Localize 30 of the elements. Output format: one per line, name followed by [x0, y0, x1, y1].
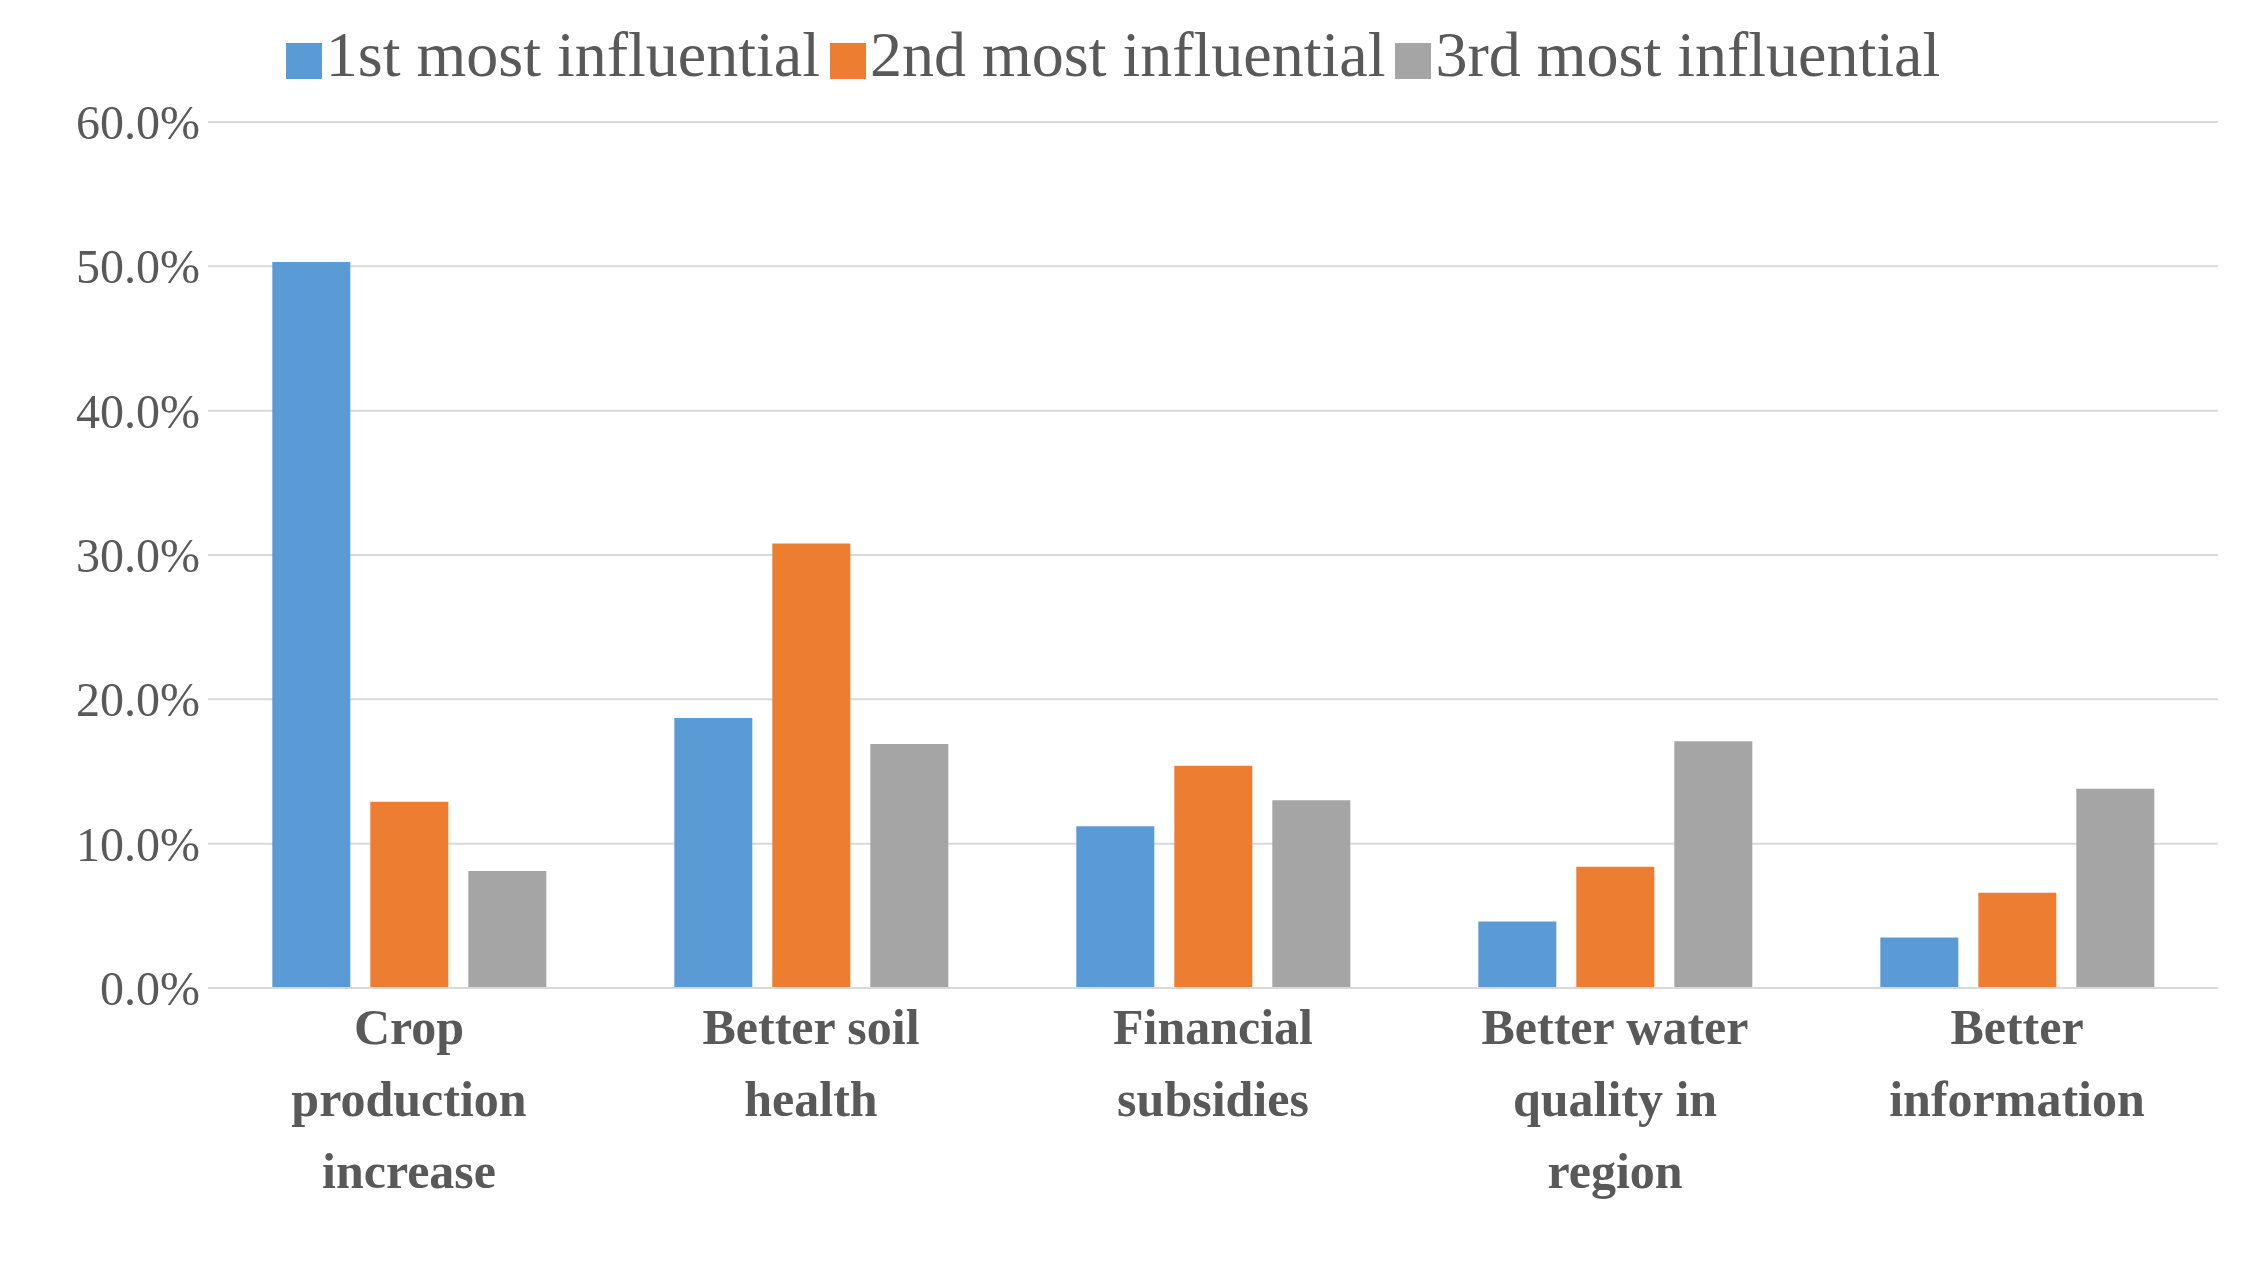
bar [1174, 765, 1253, 988]
x-tick-label: Financial subsidies [1112, 999, 1314, 1127]
bar [370, 801, 449, 988]
legend-label: 2nd most influential [869, 19, 1386, 90]
y-tick-label: 30.0% [76, 529, 200, 583]
bar [1880, 937, 1959, 988]
x-tick-label: Better soil health [702, 999, 920, 1127]
bar [1978, 892, 2057, 988]
x-tick-label: Better water quality in region [1481, 999, 1749, 1199]
y-tick-label: 0.0% [100, 962, 200, 1016]
bar [272, 262, 351, 988]
x-tick-label: Better information [1889, 999, 2145, 1127]
x-tick-label: Crop production increase [291, 999, 527, 1199]
y-tick-label: 10.0% [76, 817, 200, 871]
bar [674, 718, 753, 988]
legend-label: 3rd most influential [1435, 19, 1941, 90]
bar [1272, 800, 1351, 988]
bar [772, 543, 851, 988]
bar [1576, 866, 1655, 988]
y-tick-label: 60.0% [76, 96, 200, 150]
bar [1076, 826, 1155, 988]
bar [870, 744, 949, 988]
y-tick-label: 50.0% [76, 240, 200, 294]
bar [468, 871, 547, 988]
y-tick-label: 20.0% [76, 673, 200, 727]
bar [1478, 921, 1557, 988]
legend-label: 1st most influential [325, 19, 820, 90]
y-tick-label: 40.0% [76, 384, 200, 438]
bar [2076, 788, 2155, 988]
bar [1674, 741, 1753, 988]
